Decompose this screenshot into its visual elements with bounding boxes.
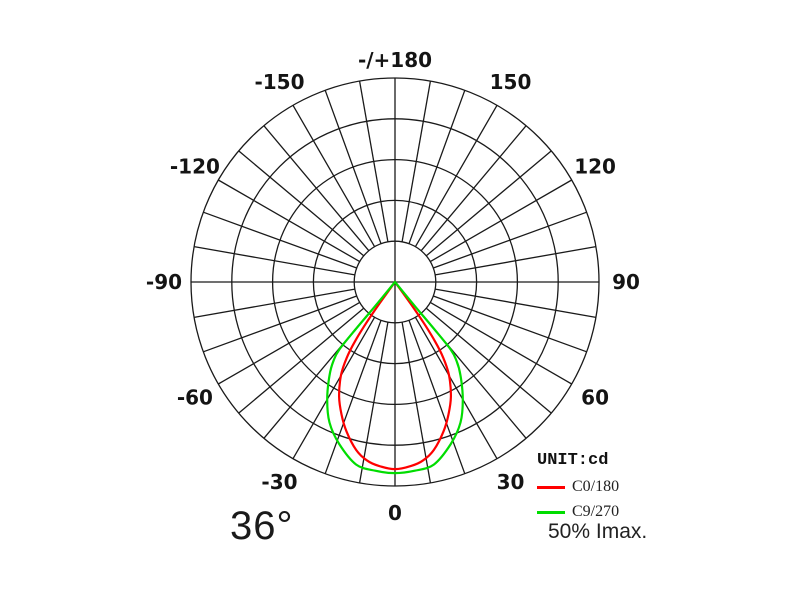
imax-note-label: 50% Imax. bbox=[548, 520, 648, 543]
grid-spoke bbox=[203, 211, 357, 269]
grid-spoke bbox=[238, 150, 365, 257]
angle-label: 90 bbox=[612, 270, 640, 294]
grid-spoke bbox=[217, 301, 361, 385]
curve-c9-270 bbox=[326, 280, 464, 475]
grid-spoke bbox=[425, 150, 552, 257]
legend-label-c9-270: C9/270 bbox=[572, 503, 620, 520]
angle-label: 30 bbox=[497, 470, 525, 494]
grid-spoke bbox=[408, 90, 466, 244]
angle-label: 150 bbox=[490, 70, 532, 94]
grid-spoke bbox=[429, 179, 573, 263]
angle-label: -120 bbox=[170, 155, 220, 179]
grid-spoke bbox=[435, 245, 597, 276]
grid-spoke bbox=[414, 104, 498, 248]
legend: UNIT:cd C0/180 C9/270 bbox=[537, 451, 667, 520]
angle-label: -150 bbox=[254, 70, 304, 94]
grid-spoke bbox=[358, 80, 389, 242]
grid-spoke bbox=[263, 125, 370, 252]
grid-spoke bbox=[433, 211, 587, 269]
legend-entry-c9-270: C9/270 bbox=[537, 504, 667, 520]
unit-label: UNIT:cd bbox=[537, 451, 609, 470]
legend-label-c0-180: C0/180 bbox=[572, 478, 620, 495]
grid-spoke bbox=[408, 320, 466, 474]
angle-label: -/+180 bbox=[358, 48, 432, 72]
grid-spoke bbox=[420, 125, 527, 252]
grid-spoke bbox=[429, 301, 573, 385]
beam-angle-label: 36° bbox=[230, 504, 294, 548]
angle-label: -60 bbox=[177, 386, 213, 410]
grid-spoke bbox=[433, 295, 587, 353]
legend-line-c0-180 bbox=[537, 485, 565, 489]
grid-spoke bbox=[414, 316, 498, 460]
grid-spoke bbox=[292, 316, 376, 460]
angle-label: 120 bbox=[574, 155, 616, 179]
legend-line-c9-270 bbox=[537, 510, 565, 514]
angle-label: 0 bbox=[388, 501, 402, 525]
grid-spoke bbox=[238, 307, 365, 414]
grid-spoke bbox=[401, 322, 432, 484]
grid-spoke bbox=[324, 90, 382, 244]
grid-spoke bbox=[435, 288, 597, 319]
grid-spoke bbox=[401, 80, 432, 242]
grid-spoke bbox=[358, 322, 389, 484]
legend-entry-c0-180: C0/180 bbox=[537, 479, 667, 495]
angle-label: -30 bbox=[261, 470, 297, 494]
grid-spoke bbox=[292, 104, 376, 248]
grid-spoke bbox=[217, 179, 361, 263]
grid-spoke bbox=[193, 245, 355, 276]
grid-spoke bbox=[425, 307, 552, 414]
angle-label: -90 bbox=[146, 270, 182, 294]
curve-c0-180 bbox=[337, 280, 453, 471]
grid-spoke bbox=[193, 288, 355, 319]
grid-spoke bbox=[203, 295, 357, 353]
grid-spoke bbox=[324, 320, 382, 474]
angle-label: 60 bbox=[581, 386, 609, 410]
